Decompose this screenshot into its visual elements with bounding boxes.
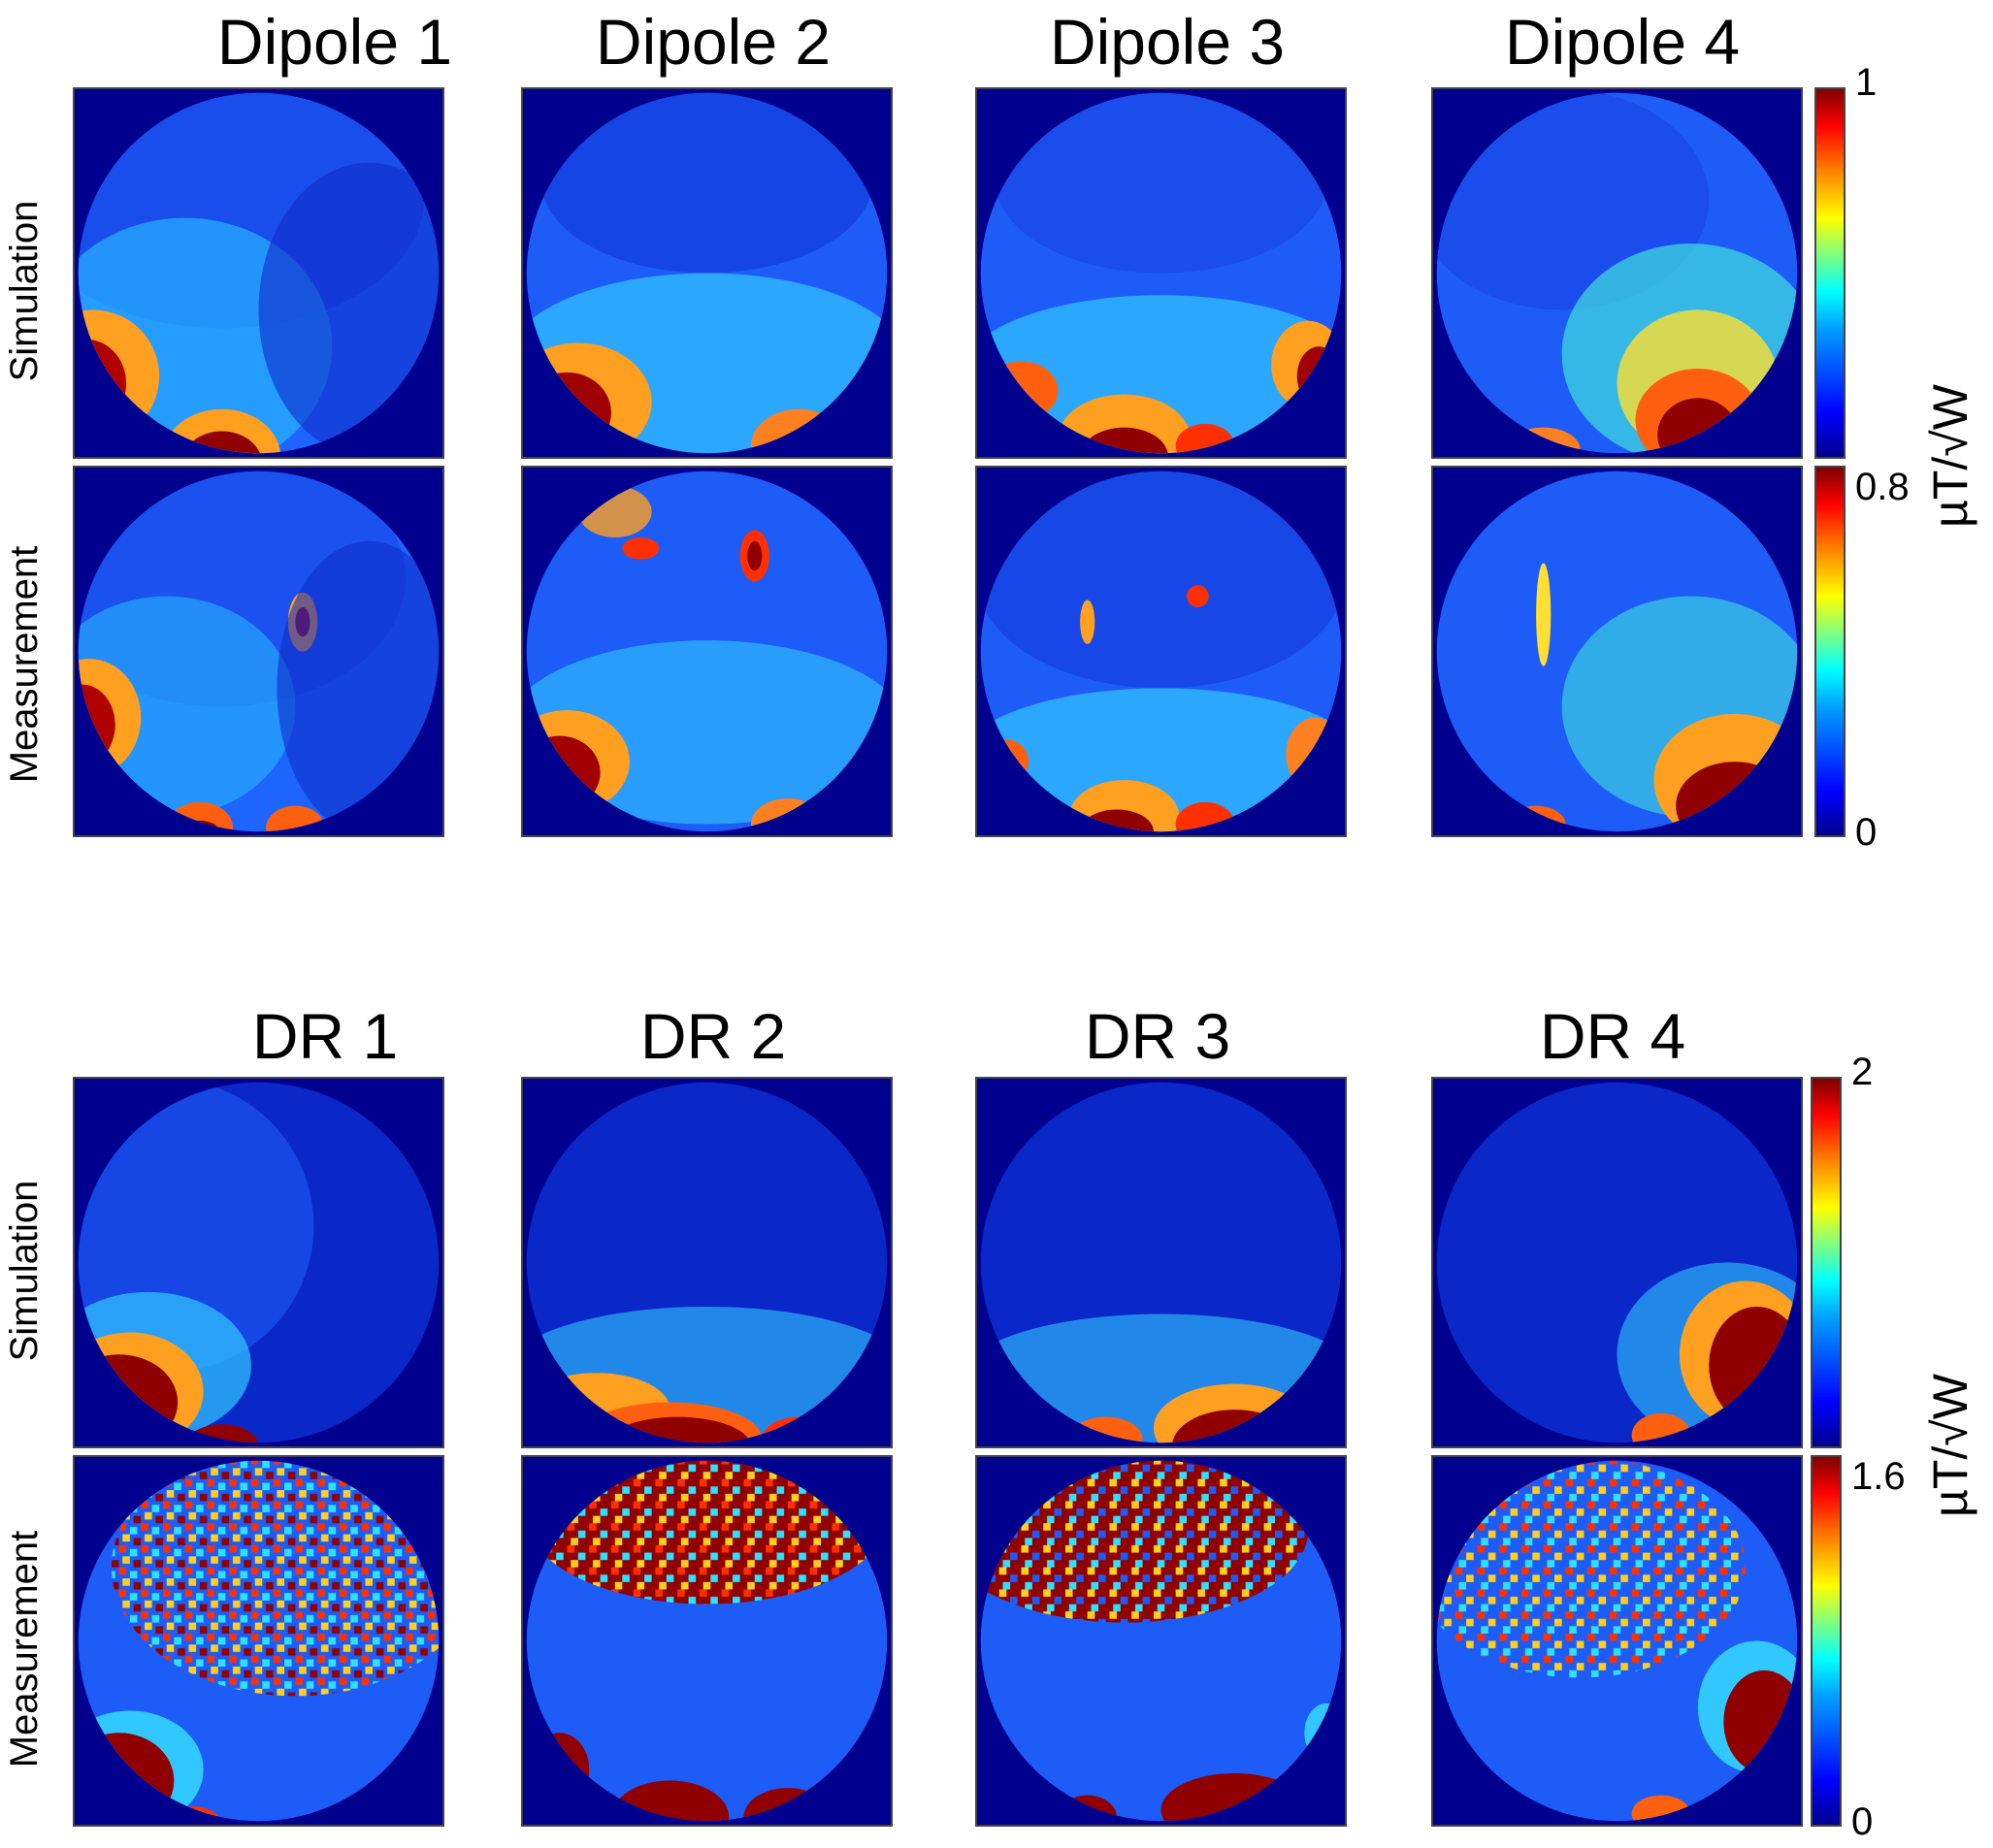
colorbar-max-label: 1	[1855, 61, 1878, 104]
row-label-simulation: Simulation	[3, 200, 46, 382]
heatmap-simulation-dipole-1	[73, 87, 444, 459]
column-title-dr-2: DR 2	[639, 1000, 787, 1072]
row-label-simulation: Simulation	[3, 1180, 46, 1362]
column-title-dipole-4: Dipole 4	[1504, 6, 1741, 78]
heatmap-measurement-dipole-1	[73, 466, 444, 837]
colorbar-max-label: 0.8	[1855, 466, 1910, 508]
column-title-dr-4: DR 4	[1539, 1000, 1686, 1072]
heatmap-measurement-dipole-4	[1431, 466, 1803, 837]
heatmap-simulation-dipole-3	[975, 87, 1347, 459]
heatmap-measurement-dr-4	[1431, 1455, 1803, 1827]
colorbar-max-label: 2	[1851, 1051, 1874, 1093]
heatmap-simulation-dr-4	[1431, 1077, 1803, 1448]
unit-label: µT/√W	[1923, 384, 1977, 528]
colorbar-simulation-dipole	[1814, 87, 1846, 459]
heatmap-measurement-dipole-2	[521, 466, 893, 837]
heatmap-measurement-dipole-3	[975, 466, 1347, 837]
heatmap-simulation-dr-2	[521, 1077, 893, 1448]
heatmap-simulation-dipole-2	[521, 87, 893, 459]
heatmap-measurement-dr-1	[73, 1455, 444, 1827]
colorbar-measurement-dipole	[1814, 466, 1846, 837]
colorbar-min-label: 0	[1855, 811, 1878, 854]
row-label-measurement: Measurement	[3, 1530, 46, 1768]
heatmap-measurement-dr-3	[975, 1455, 1347, 1827]
heatmap-simulation-dr-3	[975, 1077, 1347, 1448]
heatmap-simulation-dr-1	[73, 1077, 444, 1448]
heatmap-simulation-dipole-4	[1431, 87, 1803, 459]
unit-label: µT/√W	[1923, 1374, 1977, 1517]
colorbar-simulation-dr	[1811, 1077, 1842, 1448]
colorbar-max-label: 1.6	[1851, 1455, 1906, 1498]
column-title-dr-3: DR 3	[1084, 1000, 1231, 1072]
colorbar-measurement-dr	[1811, 1455, 1842, 1827]
column-title-dipole-2: Dipole 2	[595, 6, 832, 78]
colorbar-min-label: 0	[1851, 1800, 1874, 1843]
column-title-dr-1: DR 1	[251, 1000, 399, 1072]
column-title-dipole-1: Dipole 1	[216, 6, 453, 78]
row-label-measurement: Measurement	[3, 545, 46, 784]
heatmap-measurement-dr-2	[521, 1455, 893, 1827]
column-title-dipole-3: Dipole 3	[1049, 6, 1286, 78]
